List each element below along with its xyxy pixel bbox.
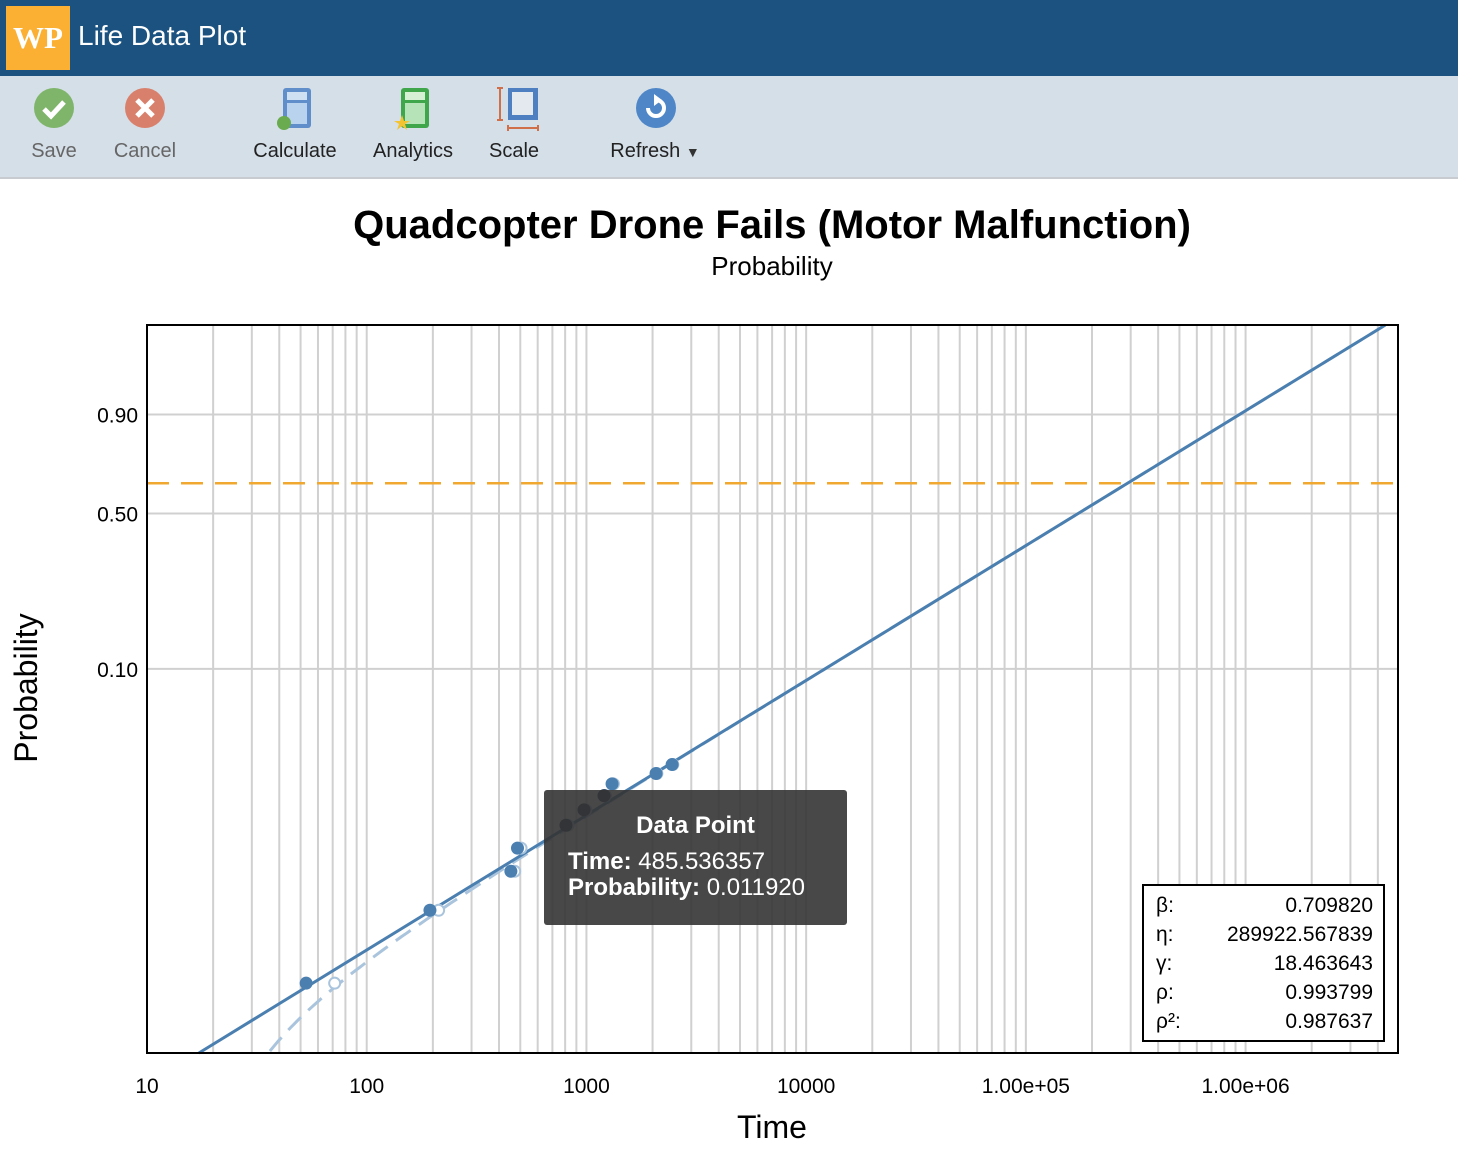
legend-row-beta: β: 0.709820 xyxy=(1156,894,1373,917)
analytics-button[interactable]: Analytics xyxy=(368,76,458,177)
chevron-down-icon: ▼ xyxy=(685,144,700,160)
x-tick-label: 100 xyxy=(349,1075,384,1098)
legend-row-rho-squared: ρ²: 0.987637 xyxy=(1156,1010,1373,1033)
toolbar: Save Cancel Calculate Analytics Scale Re… xyxy=(0,76,1458,179)
analytics-calculator-icon xyxy=(394,88,429,130)
tooltip-probability-value: 0.011920 xyxy=(706,874,806,901)
legend-row-rho: ρ: 0.993799 xyxy=(1156,981,1373,1004)
chart-title: Quadcopter Drone Fails (Motor Malfunctio… xyxy=(353,203,1191,247)
x-axis-label: Time xyxy=(737,1109,807,1145)
refresh-button[interactable]: Refresh ▼ xyxy=(600,76,710,177)
data-point xyxy=(299,976,313,990)
y-axis-label: Probability xyxy=(8,613,44,762)
chart-subtitle: Probability xyxy=(711,251,832,281)
cancel-button[interactable]: Cancel xyxy=(105,76,185,177)
calculate-button[interactable]: Calculate xyxy=(250,76,340,177)
tooltip-time-value: 485.536357 xyxy=(638,848,766,875)
probability-plot: Quadcopter Drone Fails (Motor Malfunctio… xyxy=(8,203,1399,1145)
tooltip-probability-label: Probability: xyxy=(568,874,701,901)
plot-frame xyxy=(146,324,1399,1054)
scale-button[interactable]: Scale xyxy=(474,76,554,177)
weibull-fit-line xyxy=(198,323,1387,1055)
y-tick-label: 0.90 xyxy=(97,404,138,427)
save-button[interactable]: Save xyxy=(14,76,94,177)
scale-icon xyxy=(497,87,539,131)
highlighted-data-point xyxy=(510,841,524,855)
parameter-legend: β: 0.709820 η: 289922.567839 γ: 18.463643 ρ… xyxy=(1142,884,1385,1042)
legend-row-gamma: γ: 18.463643 xyxy=(1156,952,1373,975)
unshifted-data-point xyxy=(328,976,342,990)
tooltip-time-label: Time: xyxy=(568,848,632,875)
y-tick-label: 0.10 xyxy=(97,659,138,682)
app-title: Life Data Plot xyxy=(78,20,247,51)
refresh-label: Refresh xyxy=(610,140,681,162)
calculator-icon xyxy=(277,88,311,130)
app-header: WP Life Data Plot xyxy=(0,0,1458,76)
refresh-icon xyxy=(636,88,676,128)
y-tick-label: 0.50 xyxy=(97,503,138,526)
x-tick-label: 1.00e+06 xyxy=(1201,1075,1289,1098)
data-point xyxy=(423,903,437,917)
data-point xyxy=(605,777,619,791)
x-tick-label: 1.00e+05 xyxy=(982,1075,1070,1098)
x-circle-icon xyxy=(125,88,165,128)
legend-row-eta: η: 289922.567839 xyxy=(1156,923,1373,946)
x-tick-label: 1000 xyxy=(563,1075,610,1098)
data-point-tooltip: Data Point Time: 485.536357 Probability:… xyxy=(544,790,847,925)
x-tick-label: 10 xyxy=(135,1075,158,1098)
data-point xyxy=(649,767,663,781)
data-point xyxy=(665,758,679,772)
tooltip-title: Data Point xyxy=(636,812,755,839)
data-point xyxy=(504,864,518,878)
x-tick-label: 10000 xyxy=(777,1075,835,1098)
check-circle-icon xyxy=(34,88,74,128)
app-logo: WP xyxy=(6,6,70,70)
